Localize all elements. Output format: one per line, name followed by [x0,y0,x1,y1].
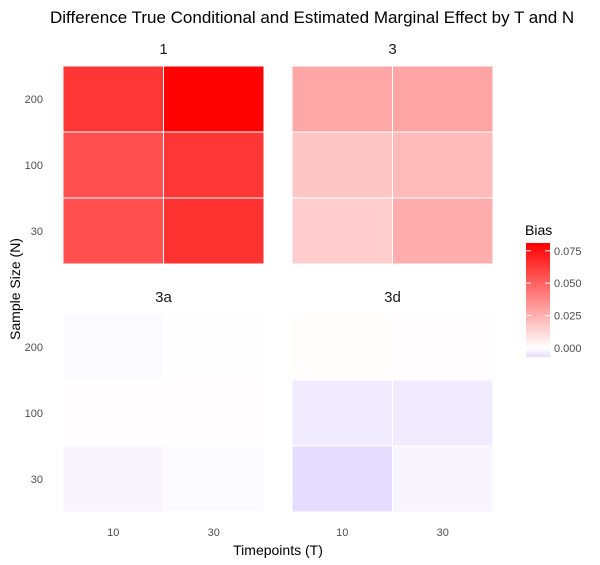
heatmap-cell [291,379,393,447]
legend-tick-label: 0.025 [554,311,582,323]
legend-title: Bias [525,222,552,238]
heatmap-cell [163,379,265,447]
heatmap-cell [62,197,164,265]
heatmap-cell [291,65,393,133]
heatmap-cell [392,313,494,381]
y-tick-label: 200 [25,342,43,354]
heatmap-cell [392,445,494,513]
y-tick-label: 100 [25,408,43,420]
panel-1: 1 [62,41,265,265]
panel-title-3: 3 [388,41,396,58]
panel-3: 3 [291,41,494,265]
heatmap-cell [291,445,393,513]
heatmap-cell [62,65,164,133]
panel-title-3d: 3d [384,289,401,306]
heatmap-cell [291,197,393,265]
legend-tick-label: 0.050 [554,278,582,290]
legend: Bias 0.000 0.025 0.050 0.075 [525,222,582,357]
panel-3d: 3d [291,289,494,513]
heatmap-cell [163,197,265,265]
heatmap-cell [392,65,494,133]
heatmap-cell [62,313,164,381]
x-tick-label: 10 [107,527,119,539]
heatmap-cell [163,65,265,133]
heatmap-cell [291,313,393,381]
heatmap-cell [62,131,164,199]
y-tick-label: 30 [31,474,43,486]
legend-tick-label: 0.000 [554,343,582,355]
heatmap-cell [62,445,164,513]
y-axis-title: Sample Size (N) [7,238,23,340]
heatmap-cell [163,313,265,381]
x-tick-label: 30 [208,527,220,539]
heatmap-cell [392,131,494,199]
chart-title: Difference True Conditional and Estimate… [50,8,574,27]
y-tick-label: 30 [31,226,43,238]
heatmap-cell [392,379,494,447]
x-tick-label: 10 [336,527,348,539]
heatmap-cell [163,131,265,199]
y-tick-label: 100 [25,160,43,172]
heatmap-cell [392,197,494,265]
panel-title-3a: 3a [155,289,172,306]
heatmap-cell [291,131,393,199]
legend-tick-label: 0.075 [554,246,582,258]
legend-colorbar [526,243,550,357]
heatmap-cell [163,445,265,513]
x-axis-title: Timepoints (T) [233,542,323,558]
y-tick-label: 200 [25,94,43,106]
legend-ticks: 0.000 0.025 0.050 0.075 [526,246,582,355]
panel-title-1: 1 [159,41,167,58]
x-tick-label: 30 [437,527,449,539]
heatmap-cell [62,379,164,447]
panel-3a: 3a [62,289,265,513]
panels-layer: 1 3 3a 3d 30 100 200 30 100 200 10 30 10 30 [25,41,494,539]
